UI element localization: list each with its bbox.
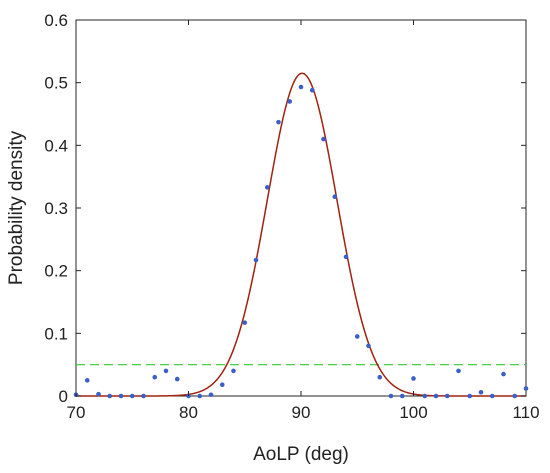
data-point — [478, 389, 484, 395]
data-point — [433, 393, 439, 399]
data-point — [118, 393, 124, 399]
data-point — [422, 393, 428, 399]
x-tick-label: 100 — [399, 403, 427, 422]
data-point — [366, 343, 371, 349]
ticks-layer: 70 80 90 100 110 0 0.1 0.2 0.3 0.4 0.5 0.6 — [44, 11, 539, 422]
data-point — [411, 376, 416, 381]
x-tick-label: 70 — [67, 403, 86, 422]
data-point — [163, 368, 169, 374]
data-point — [96, 391, 101, 397]
data-point — [231, 368, 236, 374]
data-point — [129, 393, 135, 399]
data-point — [321, 136, 326, 142]
y-tick-label: 0.1 — [44, 324, 68, 343]
x-tick-label: 80 — [179, 403, 198, 422]
data-point — [276, 119, 281, 125]
data-point — [242, 320, 248, 325]
data-point — [523, 386, 529, 391]
data-point — [174, 376, 180, 382]
data-point — [399, 393, 405, 399]
data-point — [501, 371, 506, 377]
data-point — [152, 374, 158, 380]
x-axis-label: AoLP (deg) — [253, 444, 349, 465]
data-point — [512, 393, 518, 399]
points-layer — [73, 84, 529, 399]
data-point — [388, 393, 394, 399]
data-point — [264, 185, 270, 190]
plot-area: 70 80 90 100 110 0 0.1 0.2 0.3 0.4 0.5 0.6 — [44, 11, 539, 422]
data-point — [467, 393, 473, 399]
y-tick-label: 0.3 — [44, 199, 68, 218]
x-tick-label: 110 — [512, 403, 539, 422]
fitted-curve — [76, 72, 526, 397]
y-tick-label: 0.4 — [44, 136, 68, 155]
data-point — [219, 382, 225, 388]
data-point — [141, 393, 146, 399]
curve-layer — [76, 72, 526, 397]
data-point — [287, 99, 293, 104]
data-point — [298, 84, 304, 90]
data-point — [332, 194, 338, 200]
x-tick-label: 90 — [292, 403, 311, 422]
data-point — [489, 393, 495, 399]
data-point — [354, 334, 360, 339]
data-point — [84, 378, 90, 383]
y-axis-label: Probability density — [6, 130, 27, 285]
data-point — [343, 254, 349, 260]
data-point — [309, 87, 315, 93]
plot-frame — [75, 19, 527, 397]
y-tick-label: 0.6 — [44, 11, 68, 30]
data-point — [208, 392, 214, 398]
y-tick-label: 0.2 — [44, 262, 68, 281]
data-point — [444, 393, 450, 399]
data-point — [456, 368, 461, 374]
data-point — [377, 374, 383, 380]
y-tick-label: 0 — [59, 387, 68, 406]
data-point — [253, 257, 259, 263]
y-tick-label: 0.5 — [44, 74, 68, 93]
data-point — [197, 393, 203, 399]
data-point — [107, 393, 113, 399]
